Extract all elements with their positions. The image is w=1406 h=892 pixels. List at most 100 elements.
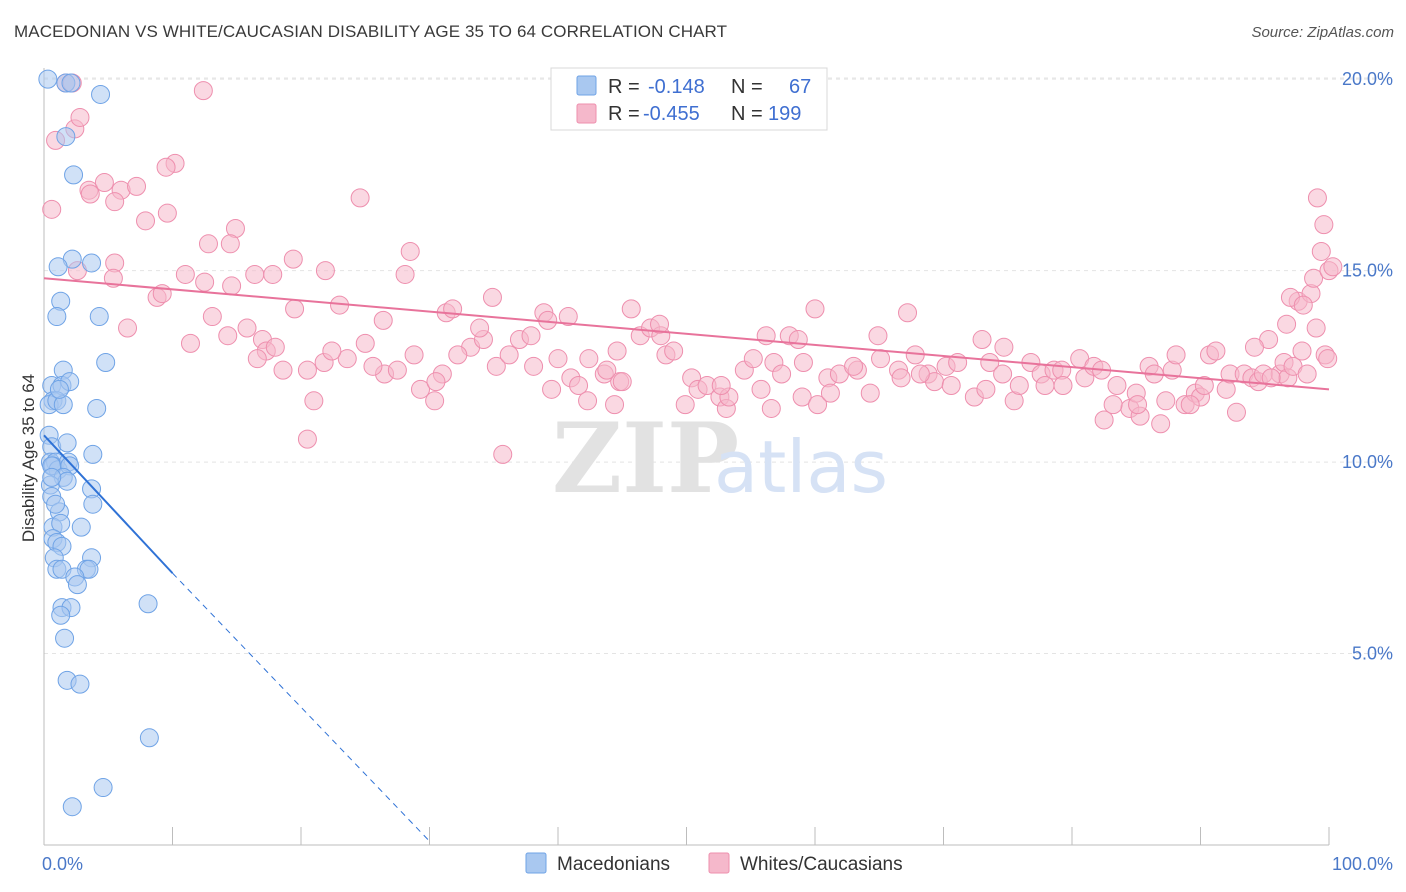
data-point	[425, 391, 445, 411]
data-point	[263, 264, 283, 284]
data-point	[1297, 364, 1317, 384]
data-point	[322, 341, 342, 361]
legend-n-label: N =	[731, 103, 763, 125]
data-point	[1314, 215, 1334, 235]
data-point	[245, 264, 265, 284]
data-point	[304, 391, 324, 411]
data-point	[96, 353, 116, 373]
data-point	[61, 73, 81, 93]
data-point	[42, 467, 62, 487]
data-point	[844, 356, 864, 376]
data-point	[521, 326, 541, 346]
data-point	[805, 299, 825, 319]
data-point	[542, 379, 562, 399]
data-point	[751, 379, 771, 399]
y-tick-label: 5.0%	[1352, 644, 1393, 664]
data-point	[664, 341, 684, 361]
x-tick-labels: 0.0% 100.0%	[42, 854, 1393, 874]
legend-r-label: R =	[608, 103, 640, 125]
series-legend: Macedonians Whites/Caucasians	[525, 852, 903, 875]
legend-n-label: N =	[731, 76, 763, 98]
data-point	[297, 360, 317, 380]
y-tick-label: 15.0%	[1342, 261, 1393, 281]
data-point	[222, 276, 242, 296]
data-point	[103, 268, 123, 288]
data-point	[138, 594, 158, 614]
data-point	[711, 375, 731, 395]
data-point	[579, 349, 599, 369]
trend-line-macedonians	[43, 434, 174, 574]
data-point	[808, 395, 828, 415]
data-point	[337, 349, 357, 369]
data-point	[1261, 368, 1281, 388]
gridlines	[44, 77, 1390, 655]
data-point	[972, 330, 992, 350]
data-point	[91, 84, 111, 104]
data-point	[578, 391, 598, 411]
watermark-atlas: atlas	[714, 425, 888, 509]
data-point	[605, 395, 625, 415]
data-point	[315, 261, 335, 281]
y-axis-title: Disability Age 35 to 64	[19, 374, 38, 542]
data-point	[1128, 395, 1148, 415]
data-point	[993, 364, 1013, 384]
data-point	[976, 379, 996, 399]
data-point	[486, 356, 506, 376]
data-point	[157, 203, 177, 223]
data-point	[1206, 341, 1226, 361]
data-point	[1226, 402, 1246, 422]
data-point	[83, 494, 103, 514]
data-point	[87, 398, 107, 418]
chart-title: MACEDONIAN VS WHITE/CAUCASIAN DISABILITY…	[14, 22, 728, 41]
data-point	[1318, 349, 1338, 369]
data-point	[1323, 257, 1343, 277]
data-point	[42, 199, 62, 219]
data-point	[524, 356, 544, 376]
data-point	[350, 188, 370, 208]
data-point	[93, 778, 113, 798]
data-point	[195, 272, 215, 292]
data-point	[761, 398, 781, 418]
legend-box	[550, 67, 828, 131]
data-point	[548, 349, 568, 369]
data-point	[49, 379, 69, 399]
data-point	[297, 429, 317, 449]
series-whites-caucasians	[42, 73, 1343, 464]
data-point	[395, 264, 415, 284]
data-point	[51, 605, 71, 625]
data-point	[1306, 318, 1326, 338]
legend-label-whites: Whites/Caucasians	[740, 854, 903, 875]
x-tick-label-max: 100.0%	[1332, 854, 1393, 874]
legend-r-label: R =	[608, 76, 640, 98]
watermark: ZIP atlas	[552, 402, 888, 515]
data-point	[1194, 375, 1214, 395]
data-point	[448, 345, 468, 365]
data-point	[1277, 314, 1297, 334]
data-point	[411, 379, 431, 399]
data-point	[265, 337, 285, 357]
data-point	[891, 368, 911, 388]
data-point	[273, 360, 293, 380]
legend-label-macedonians: Macedonians	[557, 854, 670, 875]
data-point	[51, 513, 71, 533]
data-point	[499, 345, 519, 365]
data-point	[355, 333, 375, 353]
data-point	[283, 249, 303, 269]
data-point	[1053, 375, 1073, 395]
data-point	[70, 674, 90, 694]
data-point	[793, 353, 813, 373]
stats-legend: R = -0.148 N = 67 R = -0.455 N = 199	[550, 67, 828, 131]
legend-swatch-macedonians	[525, 852, 547, 874]
data-point	[55, 628, 75, 648]
data-point	[285, 299, 305, 319]
source-label: Source: ZipAtlas.com	[1251, 24, 1394, 41]
data-point	[80, 184, 100, 204]
data-point	[1107, 375, 1127, 395]
legend-r-value: -0.455	[643, 103, 700, 125]
data-point	[175, 264, 195, 284]
data-point	[650, 314, 670, 334]
data-point	[1180, 395, 1200, 415]
legend-n-value: 67	[789, 76, 811, 98]
data-point	[1293, 295, 1313, 315]
